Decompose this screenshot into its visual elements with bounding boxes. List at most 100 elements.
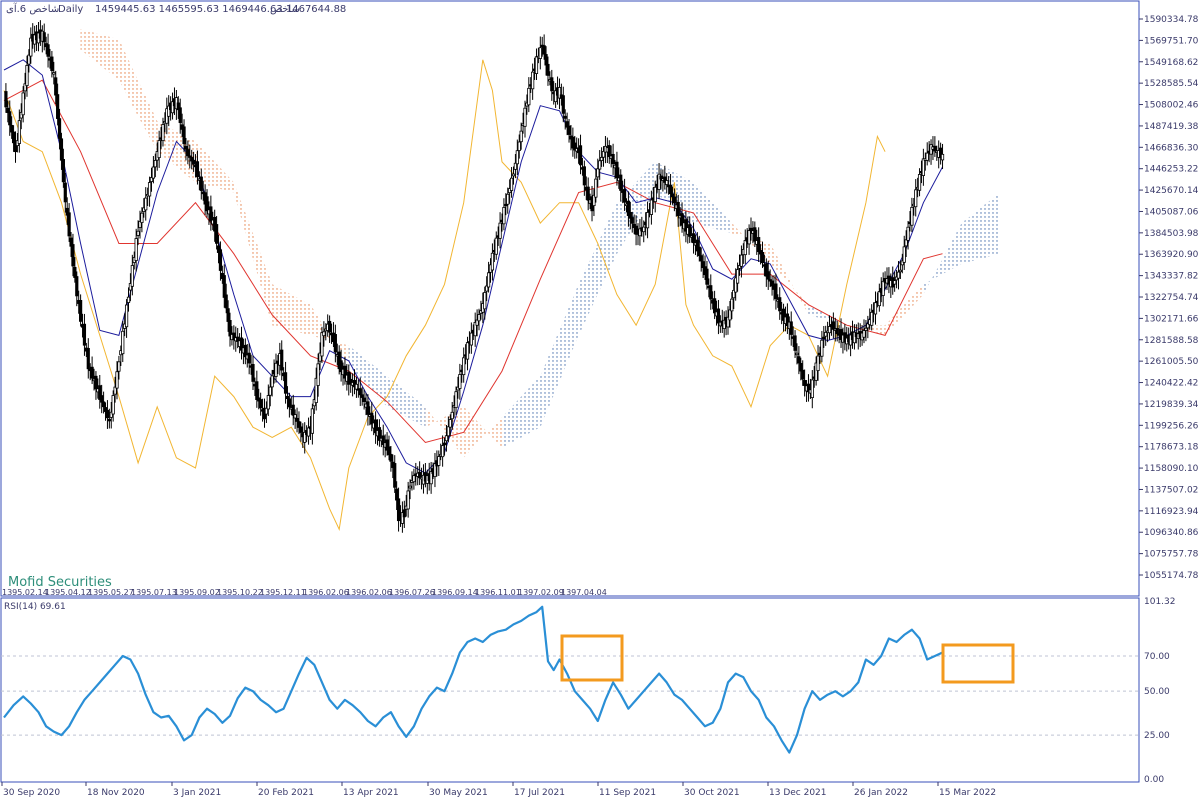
- candle: [8, 100, 12, 136]
- candle: [454, 386, 458, 415]
- price-candles: [4, 20, 945, 533]
- candle: [743, 229, 747, 264]
- candle: [469, 322, 473, 354]
- candle: [486, 261, 491, 293]
- candle: [827, 315, 832, 340]
- candle: [490, 243, 495, 281]
- candle: [921, 148, 925, 186]
- candle: [680, 202, 684, 233]
- date-axis-label: 17 Jul 2021: [514, 788, 565, 798]
- candle: [747, 224, 751, 255]
- candle: [902, 235, 906, 270]
- candle: [239, 326, 244, 360]
- candle: [232, 325, 236, 350]
- price-axis-label: 1116923.94: [1144, 507, 1199, 517]
- candle: [799, 357, 803, 381]
- candle: [511, 166, 516, 185]
- candle: [52, 61, 56, 85]
- ichimoku-cloud: [80, 29, 1000, 458]
- candle: [243, 338, 247, 365]
- candle: [697, 235, 701, 262]
- candle: [117, 355, 121, 380]
- candle: [904, 230, 908, 258]
- candle: [387, 435, 391, 461]
- candle: [266, 384, 270, 416]
- candle: [760, 241, 765, 268]
- candle: [128, 273, 133, 302]
- candle: [582, 160, 586, 196]
- candle: [151, 156, 155, 184]
- candle: [517, 134, 521, 159]
- candle: [406, 481, 410, 518]
- candle: [749, 217, 753, 241]
- candle: [600, 147, 604, 167]
- candle: [531, 63, 535, 100]
- candle: [676, 194, 680, 227]
- candle: [322, 321, 326, 347]
- candle: [701, 253, 705, 279]
- candle: [757, 227, 761, 262]
- candle: [176, 96, 180, 119]
- solar-date-label: 1396.11.01: [475, 588, 521, 597]
- price-axis-label: 1405087.06: [1144, 207, 1199, 217]
- rsi-axis-label: 70.00: [1144, 652, 1170, 662]
- rsi-axis-label: 101.32: [1144, 597, 1176, 607]
- chart-header-symbol: شاخص 6.آی: [6, 2, 59, 15]
- solar-date-label: 1396.02.06: [303, 588, 349, 597]
- candle: [803, 369, 807, 397]
- candle: [462, 347, 466, 383]
- candle: [140, 207, 144, 233]
- candle: [774, 273, 778, 310]
- candle: [801, 360, 805, 386]
- candle: [134, 228, 138, 272]
- cloud-segment: [578, 202, 617, 336]
- candle: [578, 134, 583, 175]
- cloud-segment: [233, 182, 273, 326]
- candle: [113, 376, 117, 403]
- candle: [737, 254, 742, 276]
- candle: [638, 219, 642, 246]
- price-axis-label: 1569751.70: [1144, 36, 1199, 46]
- candle: [764, 258, 768, 287]
- date-axis-label: 26 Jan 2022: [854, 788, 908, 798]
- candle: [251, 355, 255, 390]
- candle: [519, 122, 523, 150]
- candle: [893, 271, 897, 292]
- candle: [450, 401, 454, 430]
- candle: [65, 197, 69, 225]
- candle: [645, 201, 650, 239]
- candle: [50, 50, 54, 78]
- candle: [352, 369, 357, 395]
- candle: [138, 210, 142, 239]
- candle: [370, 401, 374, 432]
- tenkan-sen: [3, 59, 943, 474]
- price-axis-label: 1075757.78: [1144, 550, 1199, 560]
- candle: [82, 313, 87, 356]
- date-axis-label: 30 Sep 2020: [3, 788, 60, 798]
- candle: [695, 232, 699, 257]
- candle: [103, 402, 108, 421]
- candle: [542, 34, 546, 60]
- candle: [571, 127, 575, 157]
- candle: [226, 300, 230, 332]
- candle: [6, 100, 10, 123]
- date-axis-label: 13 Apr 2021: [343, 788, 399, 798]
- candle: [870, 304, 874, 331]
- candle: [557, 78, 562, 110]
- candle: [795, 343, 799, 365]
- candle: [628, 201, 632, 230]
- candle: [192, 151, 196, 172]
- candle: [730, 292, 734, 320]
- candle: [523, 100, 527, 138]
- candle: [866, 315, 870, 339]
- date-axis-label: 20 Feb 2021: [258, 788, 314, 798]
- candle: [839, 318, 843, 348]
- candle: [188, 144, 192, 169]
- candle: [67, 203, 71, 242]
- solar-date-label: 1397.02.09: [518, 588, 564, 597]
- candle: [25, 55, 29, 97]
- price-axis-label: 1302171.66: [1144, 314, 1199, 324]
- candle: [184, 137, 188, 161]
- candle: [42, 23, 46, 51]
- candle: [107, 408, 111, 429]
